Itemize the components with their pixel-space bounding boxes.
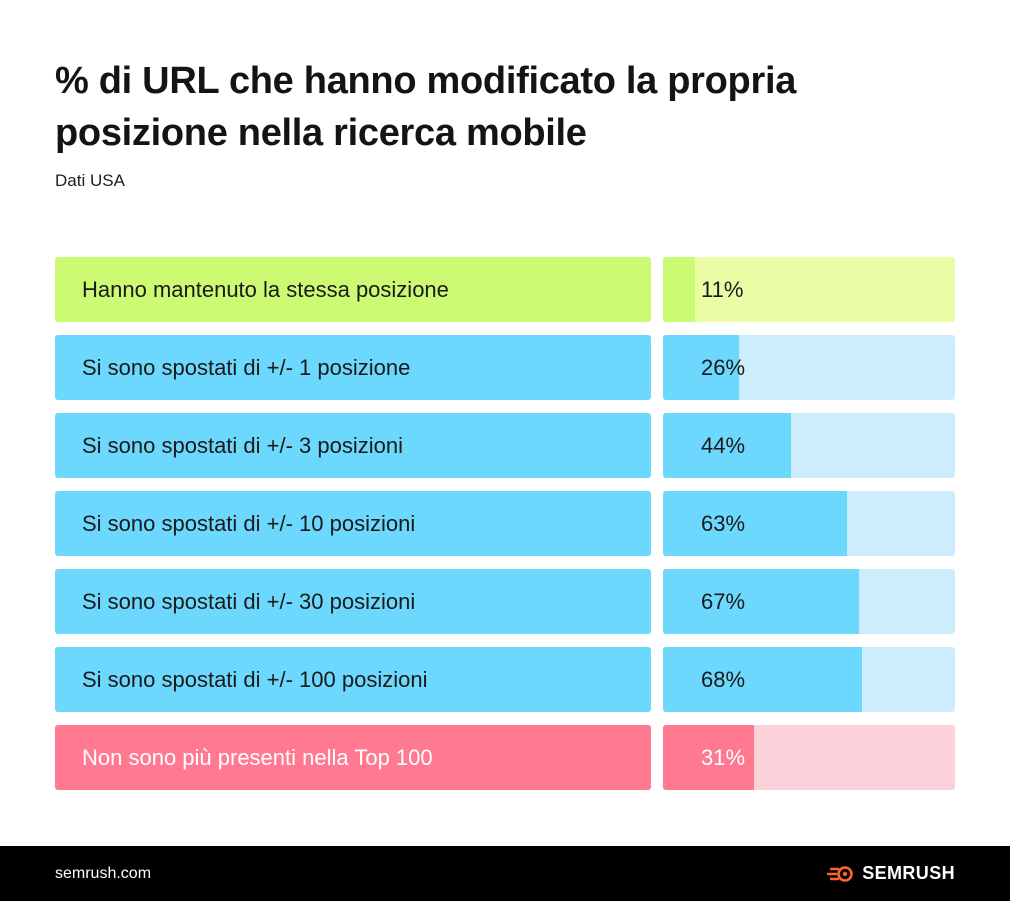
bar-track: 44%: [663, 413, 955, 478]
bar-track: 68%: [663, 647, 955, 712]
bar: [663, 647, 862, 712]
bar-row: Si sono spostati di +/- 1 posizione 26%: [55, 335, 955, 400]
bar: [663, 413, 791, 478]
bar-value-label: 68%: [701, 667, 746, 692]
bar: [663, 257, 695, 322]
bar-category-label: Si sono spostati di +/- 3 posizioni: [55, 413, 651, 478]
bar-category-label: Si sono spostati di +/- 10 posizioni: [55, 491, 651, 556]
chart-title: % di URL che hanno modificato la propria…: [55, 60, 797, 154]
bar-value-label: 67%: [701, 589, 746, 614]
bar-category-label: Hanno mantenuto la stessa posizione: [55, 257, 651, 322]
bar-row: Non sono più presenti nella Top 100 31%: [55, 725, 955, 790]
bar-track: 63%: [663, 491, 955, 556]
footer: semrush.com SEMRUSH: [0, 846, 1010, 901]
bar-value-label: 11%: [701, 277, 744, 302]
bar-value-label: 26%: [701, 355, 746, 380]
bar-row: Hanno mantenuto la stessa posizione 11%: [55, 257, 955, 322]
chart-subtitle: Dati USA: [55, 171, 125, 190]
bar-category-label: Si sono spostati di +/- 30 posizioni: [55, 569, 651, 634]
bar-row: Si sono spostati di +/- 30 posizioni 67%: [55, 569, 955, 634]
bar-chart: Hanno mantenuto la stessa posizione 11% Si…: [55, 257, 955, 803]
bar-track: 11%: [663, 257, 955, 322]
brand-name: SEMRUSH: [862, 863, 955, 883]
bar: [663, 335, 739, 400]
bar-value-label: 63%: [701, 511, 746, 536]
bar-row: Si sono spostati di +/- 3 posizioni 44%: [55, 413, 955, 478]
bar-track: 67%: [663, 569, 955, 634]
bar: [663, 569, 859, 634]
footer-url[interactable]: semrush.com: [55, 865, 152, 882]
bar: [663, 725, 754, 790]
bar-category-label: Si sono spostati di +/- 1 posizione: [55, 335, 651, 400]
bar-value-label: 31%: [701, 745, 746, 770]
bar: [663, 491, 847, 556]
bar-track: 26%: [663, 335, 955, 400]
bar-category-label: Si sono spostati di +/- 100 posizioni: [55, 647, 651, 712]
bar-category-label: Non sono più presenti nella Top 100: [55, 725, 651, 790]
brand-logo[interactable]: SEMRUSH: [826, 846, 955, 901]
bar-value-label: 44%: [701, 433, 746, 458]
bar-row: Si sono spostati di +/- 100 posizioni 68%: [55, 647, 955, 712]
bar-track: 31%: [663, 725, 955, 790]
semrush-logo-icon: [826, 865, 853, 882]
bar-row: Si sono spostati di +/- 10 posizioni 63%: [55, 491, 955, 556]
